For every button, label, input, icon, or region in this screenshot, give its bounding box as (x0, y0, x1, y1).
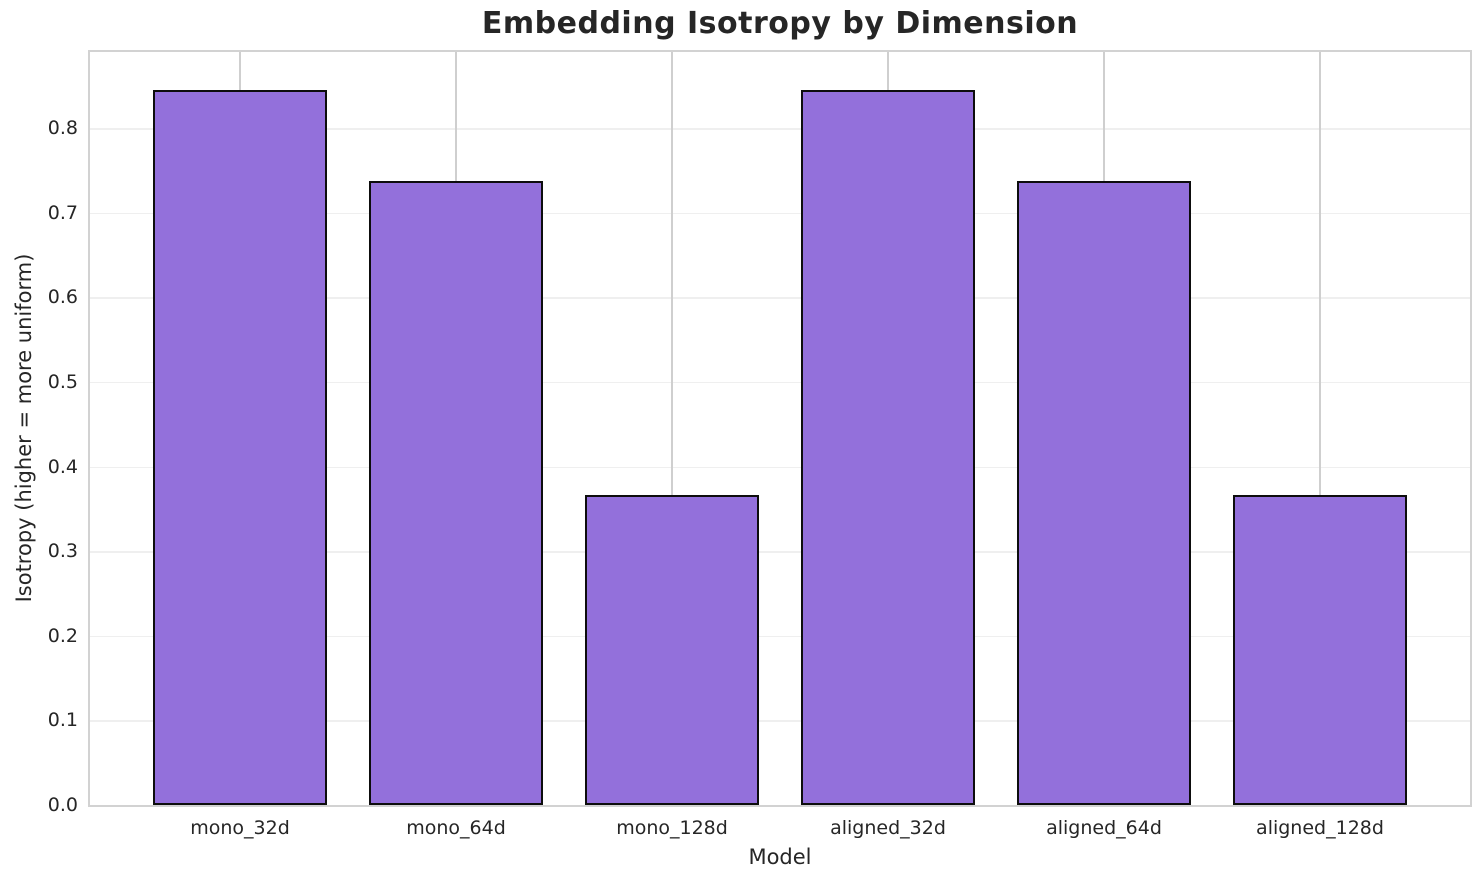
y-tick-label: 0.2 (47, 624, 78, 647)
y-tick-label: 0.7 (47, 201, 78, 224)
gridline-horizontal (90, 720, 1470, 722)
x-tick-label: aligned_64d (1046, 817, 1162, 839)
gridline-horizontal (90, 381, 1470, 384)
gridline-horizontal (90, 128, 1470, 130)
gridline-vertical (671, 52, 673, 805)
bar-aligned_32d (801, 90, 975, 805)
x-tick-label: mono_32d (190, 817, 290, 839)
gridline-vertical (1319, 52, 1321, 805)
x-tick-label: mono_128d (616, 817, 728, 839)
chart-title: Embedding Isotropy by Dimension (481, 6, 1079, 41)
bar-mono_64d (369, 180, 543, 805)
bar-mono_32d (153, 90, 327, 805)
gridline-horizontal (90, 635, 1470, 638)
plot-area (88, 50, 1472, 807)
x-tick-label: mono_64d (406, 817, 506, 839)
x-axis-label: Model (748, 845, 812, 869)
gridline-horizontal (90, 297, 1470, 299)
y-tick-label: 0.1 (47, 709, 78, 732)
y-tick-label: 0.8 (47, 117, 78, 140)
x-tick-label: aligned_128d (1256, 817, 1384, 839)
bar-aligned_128d (1233, 495, 1407, 805)
gridline-horizontal (90, 466, 1470, 469)
y-tick-label: 0.5 (47, 370, 78, 393)
y-axis-label: Isotropy (higher = more uniform) (12, 253, 36, 603)
bar-aligned_64d (1017, 180, 1191, 805)
gridline-horizontal (90, 551, 1470, 553)
y-tick-label: 0.6 (47, 286, 78, 309)
bar-mono_128d (585, 495, 759, 805)
gridline-horizontal (90, 212, 1470, 215)
y-tick-label: 0.3 (47, 540, 78, 563)
y-tick-label: 0.4 (47, 455, 78, 478)
y-tick-label: 0.0 (47, 794, 78, 816)
x-tick-label: aligned_32d (830, 817, 946, 839)
